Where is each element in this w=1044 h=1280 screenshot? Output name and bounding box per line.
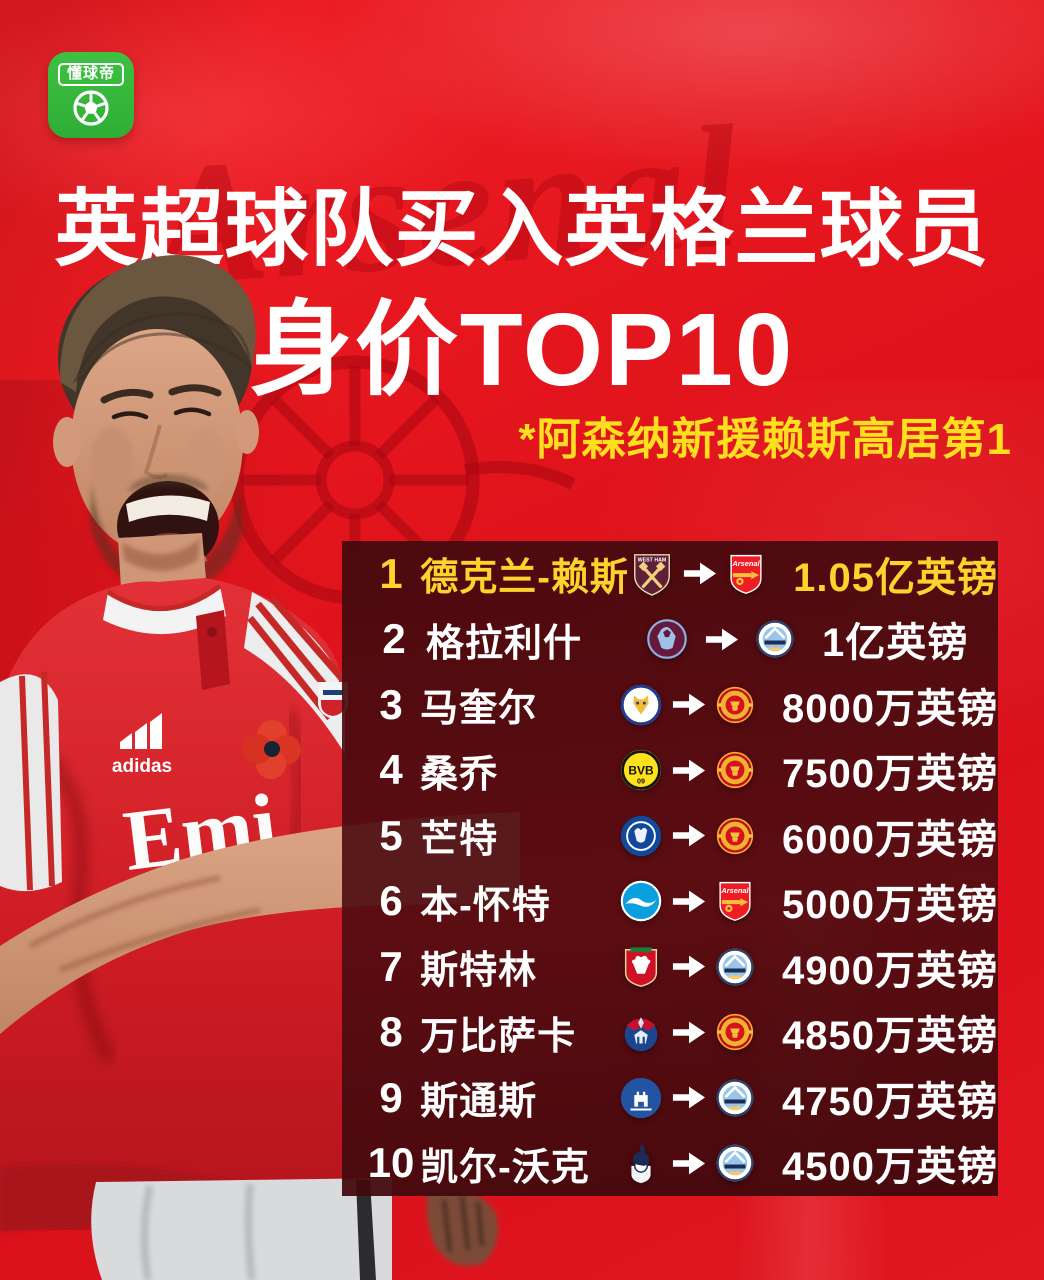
table-row: 2 格拉利什 1亿英镑 <box>342 607 998 673</box>
football-icon <box>73 90 109 126</box>
transfer-fee: 1.05亿英镑 <box>793 555 998 600</box>
club-badge-brighton <box>618 878 664 924</box>
transfer-badges <box>618 1140 756 1186</box>
transfer-arrow-icon <box>672 757 706 784</box>
club-badge-west-ham: WEST HAM <box>629 551 675 597</box>
player-name: 格拉利什 <box>426 622 583 665</box>
transfer-fee: 6000万英镑 <box>782 817 999 862</box>
table-row: 7 斯特林 4900万英镑 <box>342 934 998 1000</box>
club-badge-liverpool <box>618 944 664 990</box>
club-badge-man-city <box>714 1142 756 1184</box>
rank-number: 2 <box>382 615 406 663</box>
transfer-arrow-icon <box>672 953 706 980</box>
transfer-badges <box>618 813 756 859</box>
transfer-fee: 1亿英镑 <box>822 621 969 666</box>
player-name: 本-怀特 <box>420 884 551 927</box>
transfer-badges: WEST HAM Arsenal <box>629 551 767 597</box>
transfer-fee: 4500万英镑 <box>782 1145 999 1190</box>
adidas-wordmark: adidas <box>112 756 172 777</box>
table-row: 9 斯通斯 4750万英镑 <box>342 1065 998 1131</box>
svg-text:09: 09 <box>637 778 645 786</box>
player-name: 桑乔 <box>420 753 499 796</box>
player-name: 万比萨卡 <box>420 1015 577 1058</box>
page-subtitle: *阿森纳新援赖斯高居第1 <box>518 415 1012 464</box>
transfer-badges: Arsenal <box>618 878 756 924</box>
transfer-badges <box>618 682 756 728</box>
rank-number: 3 <box>379 680 403 728</box>
transfer-arrow-icon <box>672 1084 706 1111</box>
table-row: 6 本-怀特 Arsenal 5000万英镑 <box>342 869 998 935</box>
dongqiudi-logo: 懂球帝 <box>48 52 134 138</box>
svg-text:BVB: BVB <box>628 764 654 778</box>
rank-number: 4 <box>379 746 403 794</box>
club-badge-man-united <box>714 1011 756 1053</box>
rank-number: 8 <box>379 1008 403 1056</box>
transfer-badges <box>644 616 796 662</box>
club-badge-tottenham <box>618 1140 664 1186</box>
table-row: 1 德克兰-赖斯 WEST HAM Arsenal 1.05亿英镑 <box>342 541 998 607</box>
club-badge-man-united <box>714 684 756 726</box>
transfer-arrow-icon <box>672 822 706 849</box>
rank-number: 10 <box>367 1139 415 1187</box>
svg-text:WEST HAM: WEST HAM <box>638 557 667 563</box>
poppy-pin <box>242 720 301 779</box>
club-badge-man-city <box>714 946 756 988</box>
club-badge-arsenal: Arsenal <box>714 880 756 922</box>
transfer-fee: 4900万英镑 <box>782 948 999 993</box>
transfer-arrow-icon <box>672 1019 706 1046</box>
transfer-badges <box>618 944 756 990</box>
club-badge-man-united <box>714 749 756 791</box>
player-name: 斯通斯 <box>420 1081 538 1124</box>
club-badge-arsenal: Arsenal <box>725 553 767 595</box>
transfer-fee: 7500万英镑 <box>782 752 999 797</box>
transfer-arrow-icon <box>672 691 706 718</box>
transfer-badges <box>618 1009 756 1055</box>
club-badge-aston-villa <box>644 616 690 662</box>
transfer-arrow-icon <box>672 1150 706 1177</box>
player-name: 马奎尔 <box>420 688 538 731</box>
player-hand <box>426 1186 498 1266</box>
rank-number: 7 <box>379 942 403 990</box>
rank-number: 6 <box>379 877 403 925</box>
transfer-fee: 8000万英镑 <box>782 686 999 731</box>
transfer-arrow-icon <box>683 560 717 587</box>
transfer-badges: BVB 09 <box>618 747 756 793</box>
logo-app-name: 懂球帝 <box>66 65 115 82</box>
transfer-fee: 5000万英镑 <box>782 883 999 928</box>
rank-number: 9 <box>379 1073 403 1121</box>
transfer-badges <box>618 1075 756 1121</box>
club-badge-man-united <box>714 815 756 857</box>
player-name: 德克兰-赖斯 <box>420 557 629 600</box>
club-badge-man-city <box>714 1077 756 1119</box>
transfer-arrow-icon <box>672 888 706 915</box>
player-name: 凯尔-沃克 <box>420 1146 590 1189</box>
svg-text:Arsenal: Arsenal <box>732 559 761 568</box>
page-title-line2: 身价TOP10 <box>249 292 795 407</box>
table-row: 8 万比萨卡 4850万英镑 <box>342 1000 998 1066</box>
club-badge-crystal-palace <box>618 1009 664 1055</box>
transfer-arrow-icon <box>705 626 739 653</box>
club-badge-everton <box>618 1075 664 1121</box>
transfer-fee: 4750万英镑 <box>782 1079 999 1124</box>
player-name: 斯特林 <box>420 950 538 993</box>
svg-text:Arsenal: Arsenal <box>720 886 749 895</box>
page-title-line1: 英超球队买入英格兰球员 <box>54 182 990 276</box>
club-badge-dortmund: BVB 09 <box>618 747 664 793</box>
table-row: 5 芒特 6000万英镑 <box>342 803 998 869</box>
table-row: 4 桑乔 BVB 09 7500万英镑 <box>342 738 998 804</box>
player-name: 芒特 <box>420 819 499 862</box>
table-row: 10 凯尔-沃克 4500万英镑 <box>342 1131 998 1197</box>
table-row: 3 马奎尔 8000万英镑 <box>342 672 998 738</box>
chest-crest <box>318 682 348 719</box>
ranking-table: 1 德克兰-赖斯 WEST HAM Arsenal 1.05亿英镑 2 格拉利什 <box>342 541 998 1196</box>
club-badge-leicester <box>618 682 664 728</box>
rank-number: 1 <box>379 549 403 597</box>
club-badge-chelsea <box>618 813 664 859</box>
logo-wordbox: 懂球帝 <box>57 63 124 86</box>
transfer-fee: 4850万英镑 <box>782 1014 999 1059</box>
rank-number: 5 <box>379 811 403 859</box>
club-badge-man-city <box>754 618 796 660</box>
